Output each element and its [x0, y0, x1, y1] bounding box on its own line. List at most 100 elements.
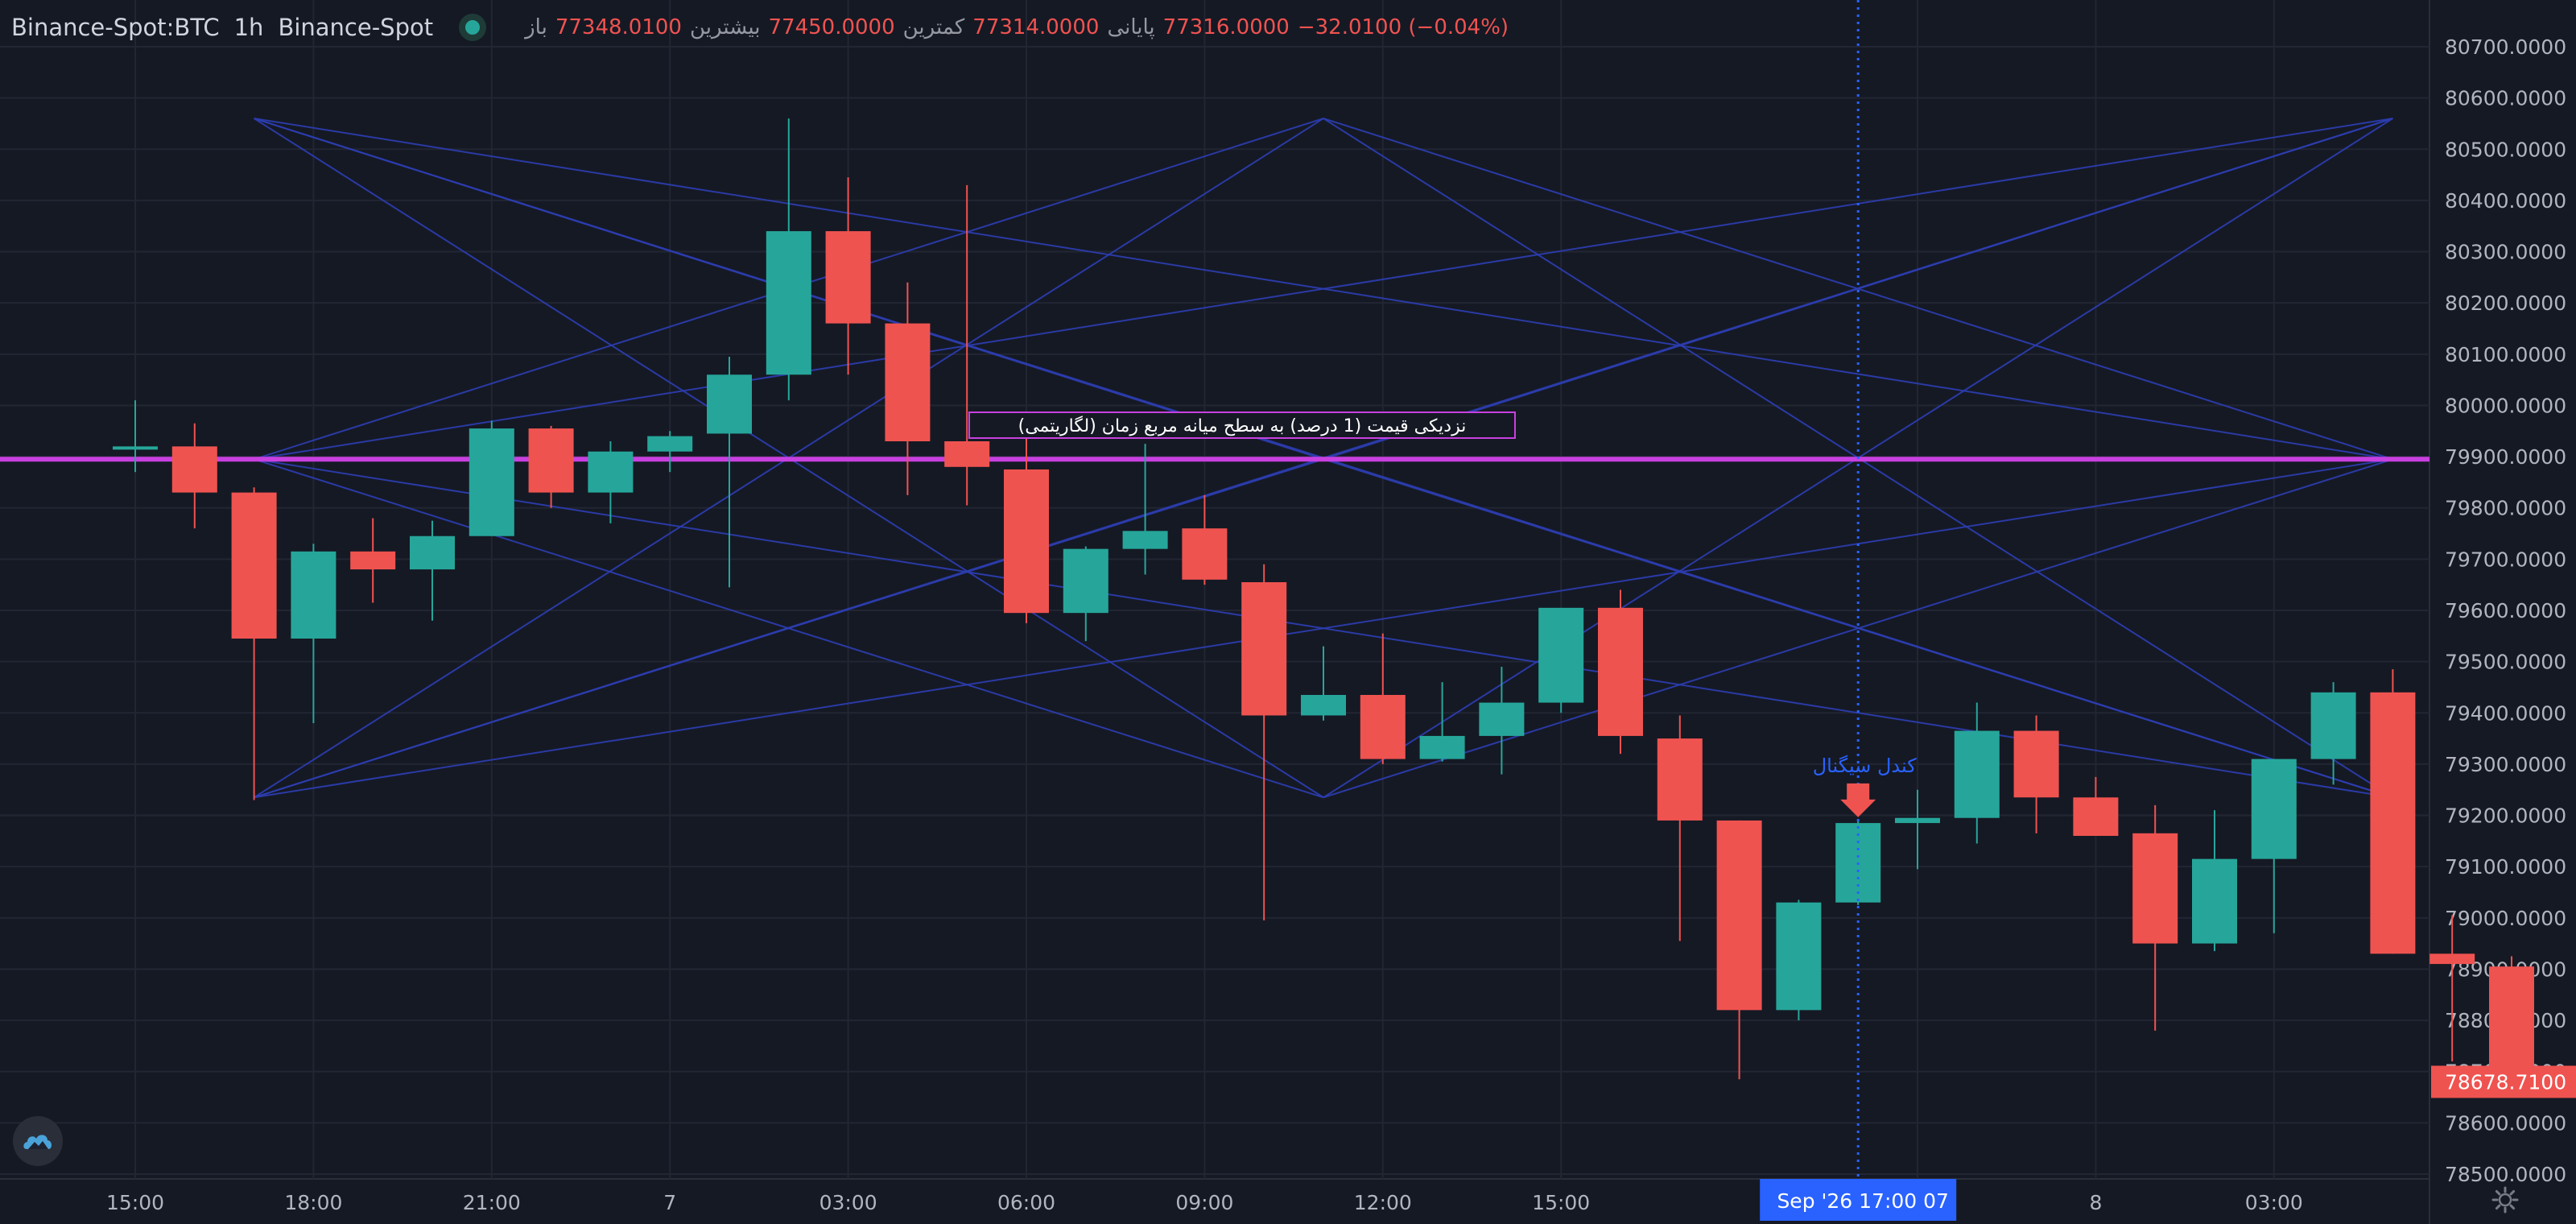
y-tick-label: 78600.0000	[2445, 1111, 2566, 1135]
candle-body	[2429, 953, 2475, 965]
close-value: 77316.0000	[1162, 15, 1290, 39]
candle	[2489, 956, 2534, 1082]
y-tick-label: 79400.0000	[2445, 701, 2566, 725]
candle	[1360, 633, 1406, 764]
x-tick-label: 8	[2089, 1191, 2102, 1214]
y-tick-label: 80400.0000	[2445, 189, 2566, 213]
x-tick-label: 06:00	[997, 1191, 1055, 1214]
candle-body	[1657, 738, 1703, 821]
candle-body	[1776, 902, 1822, 1011]
market-status-dot	[465, 20, 481, 35]
y-tick-label: 80300.0000	[2445, 241, 2566, 264]
candle-body	[1301, 695, 1346, 716]
square-pattern-line	[254, 458, 1324, 799]
level-annotation-text: نزدیکی قیمت (1 درصد) به سطح میانه مربع ز…	[1018, 416, 1467, 436]
candle	[1122, 444, 1168, 575]
candle	[1895, 789, 1940, 870]
x-tick-label: 15:00	[106, 1191, 164, 1214]
crosshair-time-text: Sep '26 17:00 07	[1777, 1189, 1949, 1213]
candle-body	[171, 446, 217, 493]
ohlc-values: باز 77348.0100 بیشترین 77450.0000 کمترین…	[525, 15, 1509, 39]
candle-body	[1063, 548, 1108, 614]
candle-body	[944, 441, 990, 467]
y-tick-label: 80100.0000	[2445, 343, 2566, 366]
x-tick-label: 7	[663, 1191, 676, 1214]
y-tick-label: 79100.0000	[2445, 855, 2566, 879]
market-status-icon[interactable]	[459, 14, 487, 41]
level-annotation-box	[968, 411, 1516, 439]
candle-body	[1004, 469, 1049, 614]
tradingview-cloud-icon[interactable]	[13, 1116, 63, 1166]
candle-body	[1538, 607, 1584, 703]
y-tick-label: 80700.0000	[2445, 35, 2566, 59]
exchange-label[interactable]: Binance-Spot	[278, 14, 434, 41]
y-tick-label: 79700.0000	[2445, 548, 2566, 571]
candle-body	[2310, 692, 2356, 759]
x-tick-label: 18:00	[284, 1191, 342, 1214]
candle	[528, 425, 574, 508]
candle	[1479, 667, 1525, 775]
level-annotation: نزدیکی قیمت (1 درصد) به سطح میانه مربع ز…	[968, 411, 1516, 439]
candle	[1657, 715, 1703, 941]
y-tick-label: 79300.0000	[2445, 753, 2566, 776]
x-tick-label: 03:00	[2245, 1191, 2303, 1214]
high-value: 77450.0000	[768, 15, 895, 39]
candle	[2370, 669, 2416, 954]
x-tick-label: 21:00	[463, 1191, 521, 1214]
candle-body	[707, 374, 752, 434]
candle	[350, 518, 396, 603]
square-pattern-line	[1323, 118, 2393, 461]
last-price-badge: 78678.7100	[2431, 1065, 2576, 1098]
candle	[2073, 776, 2119, 836]
candle	[171, 423, 217, 529]
crosshair-time-badge: Sep '26 17:00 07	[1760, 1179, 1957, 1221]
y-tick-label: 80000.0000	[2445, 394, 2566, 417]
candle	[707, 357, 752, 588]
y-tick-label: 79500.0000	[2445, 651, 2566, 674]
candle-body	[231, 492, 277, 639]
candle-body	[1182, 528, 1228, 580]
candle-body	[1479, 702, 1525, 736]
y-tick-label: 80200.0000	[2445, 292, 2566, 315]
interval-label[interactable]: 1h	[233, 14, 264, 41]
candle-body	[2073, 797, 2119, 836]
y-tick-label: 78500.0000	[2445, 1163, 2566, 1186]
candle-body	[2370, 692, 2416, 954]
candle	[2013, 715, 2059, 833]
low-value: 77314.0000	[972, 15, 1100, 39]
candle-body	[2489, 966, 2534, 1082]
candle	[885, 282, 931, 495]
signal-label: کندل سیگنال	[1813, 755, 1918, 777]
candle-body	[113, 446, 158, 450]
candle-body	[766, 231, 811, 375]
y-tick-label: 80500.0000	[2445, 138, 2566, 161]
crosshair-time-bg	[1760, 1179, 1957, 1221]
candle	[2429, 915, 2475, 1061]
candle	[410, 520, 455, 621]
candle	[1538, 607, 1584, 713]
low-label: کمترین	[902, 15, 965, 39]
symbol-name[interactable]: Binance-Spot:BTC	[11, 14, 220, 41]
candle-body	[885, 323, 931, 441]
candle-body	[2132, 833, 2178, 944]
candle-body	[1241, 582, 1287, 716]
candle	[2251, 759, 2297, 933]
candle-body	[1419, 735, 1465, 759]
candle-body	[1716, 820, 1762, 1011]
candle	[291, 544, 336, 723]
candle-body	[1360, 695, 1406, 759]
candle	[2310, 682, 2356, 785]
candle-body	[2192, 858, 2237, 944]
candle	[944, 184, 990, 506]
x-tick-label: 15:00	[1532, 1191, 1590, 1214]
gear-icon[interactable]	[2491, 1185, 2520, 1214]
candle	[825, 177, 871, 375]
square-pattern-line	[254, 118, 2393, 461]
candle	[1598, 589, 1643, 755]
candle	[1776, 899, 1822, 1021]
x-tick-label: 03:00	[819, 1191, 877, 1214]
y-tick-label: 79200.0000	[2445, 804, 2566, 828]
candle-body	[2013, 730, 2059, 798]
